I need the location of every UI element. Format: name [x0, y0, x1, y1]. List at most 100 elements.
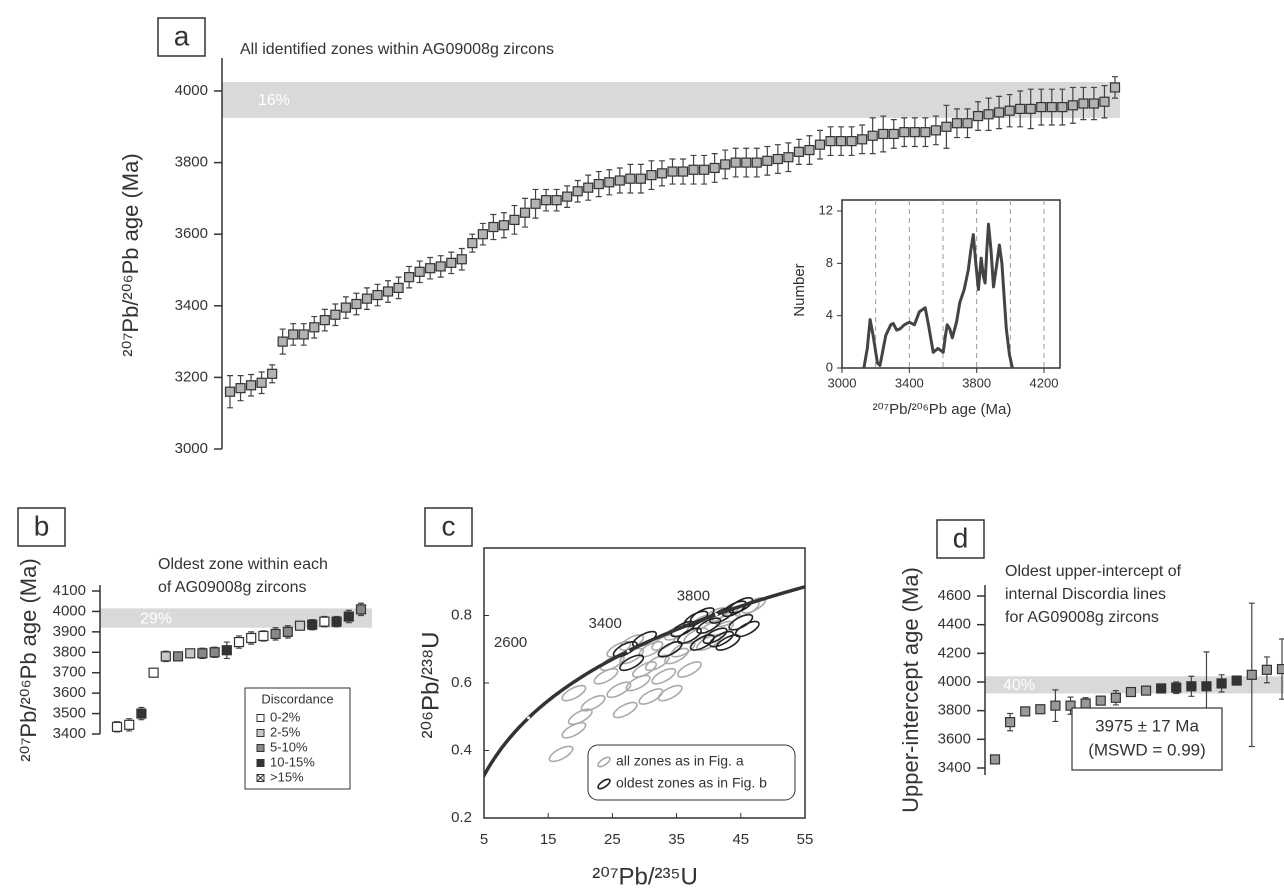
- data-point: [456, 254, 467, 265]
- y-tick-label: 8: [826, 255, 833, 270]
- data-point: [867, 130, 878, 141]
- y-tick-label: 12: [819, 202, 833, 217]
- data-point: [498, 220, 510, 231]
- data-point: [477, 229, 488, 240]
- y-tick-label: 4000: [53, 602, 86, 619]
- data-point: [1020, 706, 1031, 717]
- data-point: [233, 636, 245, 648]
- legend-box: [244, 687, 351, 790]
- error-ellipse: [612, 701, 638, 719]
- data-point: [256, 377, 267, 388]
- data-point: [551, 195, 562, 206]
- y-tick-label: 3000: [175, 440, 208, 457]
- data-point: [382, 286, 394, 297]
- data-point: [972, 110, 984, 122]
- data-point: [593, 178, 604, 190]
- data-point: [1078, 98, 1089, 109]
- data-point: [355, 604, 367, 615]
- error-ellipse: [599, 654, 625, 672]
- data-point: [111, 721, 123, 732]
- data-point: [930, 125, 941, 136]
- data-point: [677, 166, 689, 177]
- error-ellipse: [683, 627, 709, 645]
- data-point: [656, 168, 668, 179]
- data-point: [435, 261, 446, 272]
- data-point: [414, 266, 425, 277]
- data-point: [709, 162, 720, 174]
- data-point: [246, 632, 257, 644]
- error-ellipse: [657, 684, 683, 702]
- y-tick-label: 3700: [53, 664, 86, 681]
- data-point: [989, 754, 1001, 765]
- legend-marker: [256, 729, 265, 737]
- inset-frame: [841, 199, 1061, 369]
- concordia-label: 2600: [494, 634, 527, 651]
- data-point: [994, 107, 1005, 118]
- y-tick-label: 0: [826, 359, 833, 374]
- panel-label-box: [936, 519, 985, 559]
- data-point: [1110, 692, 1121, 703]
- data-point: [888, 128, 899, 140]
- y-axis-label: ²⁰⁶Pb/²³⁸U: [417, 632, 444, 739]
- data-point: [209, 647, 220, 658]
- y-tick-label: 4200: [938, 644, 971, 661]
- panel-title: for AG09008g zircons: [1005, 609, 1159, 626]
- data-point: [307, 619, 318, 630]
- error-ellipse: [606, 681, 632, 699]
- y-axis-label: Number: [791, 263, 808, 316]
- concordia-tick: [714, 612, 718, 616]
- y-tick-label: 3800: [175, 154, 208, 171]
- concordia-curve: [484, 584, 805, 780]
- data-point: [270, 628, 281, 640]
- legend-label: 10-15%: [270, 754, 315, 769]
- data-point: [172, 651, 184, 662]
- concordia-tick: [626, 649, 630, 653]
- data-point: [245, 380, 257, 391]
- data-point: [793, 146, 805, 157]
- x-tick-label: 3400: [895, 375, 924, 390]
- data-point: [1186, 681, 1197, 692]
- annotation: (MSWD = 0.99): [1088, 740, 1206, 759]
- panel-label-box: [157, 17, 206, 57]
- data-point: [351, 298, 362, 310]
- data-point: [899, 127, 910, 138]
- x-tick-label: 5: [480, 831, 488, 848]
- legend-marker: [597, 756, 611, 768]
- x-tick-label: 45: [732, 831, 749, 848]
- panel-label: c: [442, 510, 456, 541]
- panel-title: internal Discordia lines: [1005, 586, 1166, 603]
- data-point: [857, 134, 868, 145]
- data-point: [519, 207, 531, 218]
- data-point: [951, 118, 963, 129]
- data-point: [1156, 683, 1167, 694]
- data-point: [319, 616, 330, 627]
- data-point: [1004, 105, 1015, 116]
- data-point: [221, 645, 232, 656]
- data-point: [331, 616, 342, 627]
- data-point: [1246, 669, 1257, 680]
- data-point: [1095, 695, 1106, 706]
- data-point: [1050, 700, 1061, 711]
- data-point: [467, 238, 478, 249]
- error-ellipse: [567, 708, 593, 726]
- error-ellipse: [619, 654, 645, 672]
- data-point: [540, 195, 552, 206]
- data-point: [124, 719, 135, 730]
- error-ellipse: [664, 647, 690, 665]
- annotation-box: [1071, 707, 1223, 771]
- data-point: [1216, 678, 1227, 689]
- error-ellipse: [644, 654, 670, 672]
- band-label: 16%: [258, 92, 290, 109]
- data-point: [941, 121, 952, 132]
- panel-label: a: [174, 20, 190, 51]
- panel-label: b: [34, 510, 50, 541]
- error-ellipse: [548, 745, 574, 763]
- data-point: [572, 186, 583, 197]
- panel-label-box: [424, 507, 473, 547]
- data-point: [1035, 704, 1046, 715]
- error-ellipse: [734, 620, 760, 638]
- y-tick-label: 0.6: [451, 674, 472, 691]
- data-point: [330, 309, 341, 320]
- data-point: [604, 177, 615, 188]
